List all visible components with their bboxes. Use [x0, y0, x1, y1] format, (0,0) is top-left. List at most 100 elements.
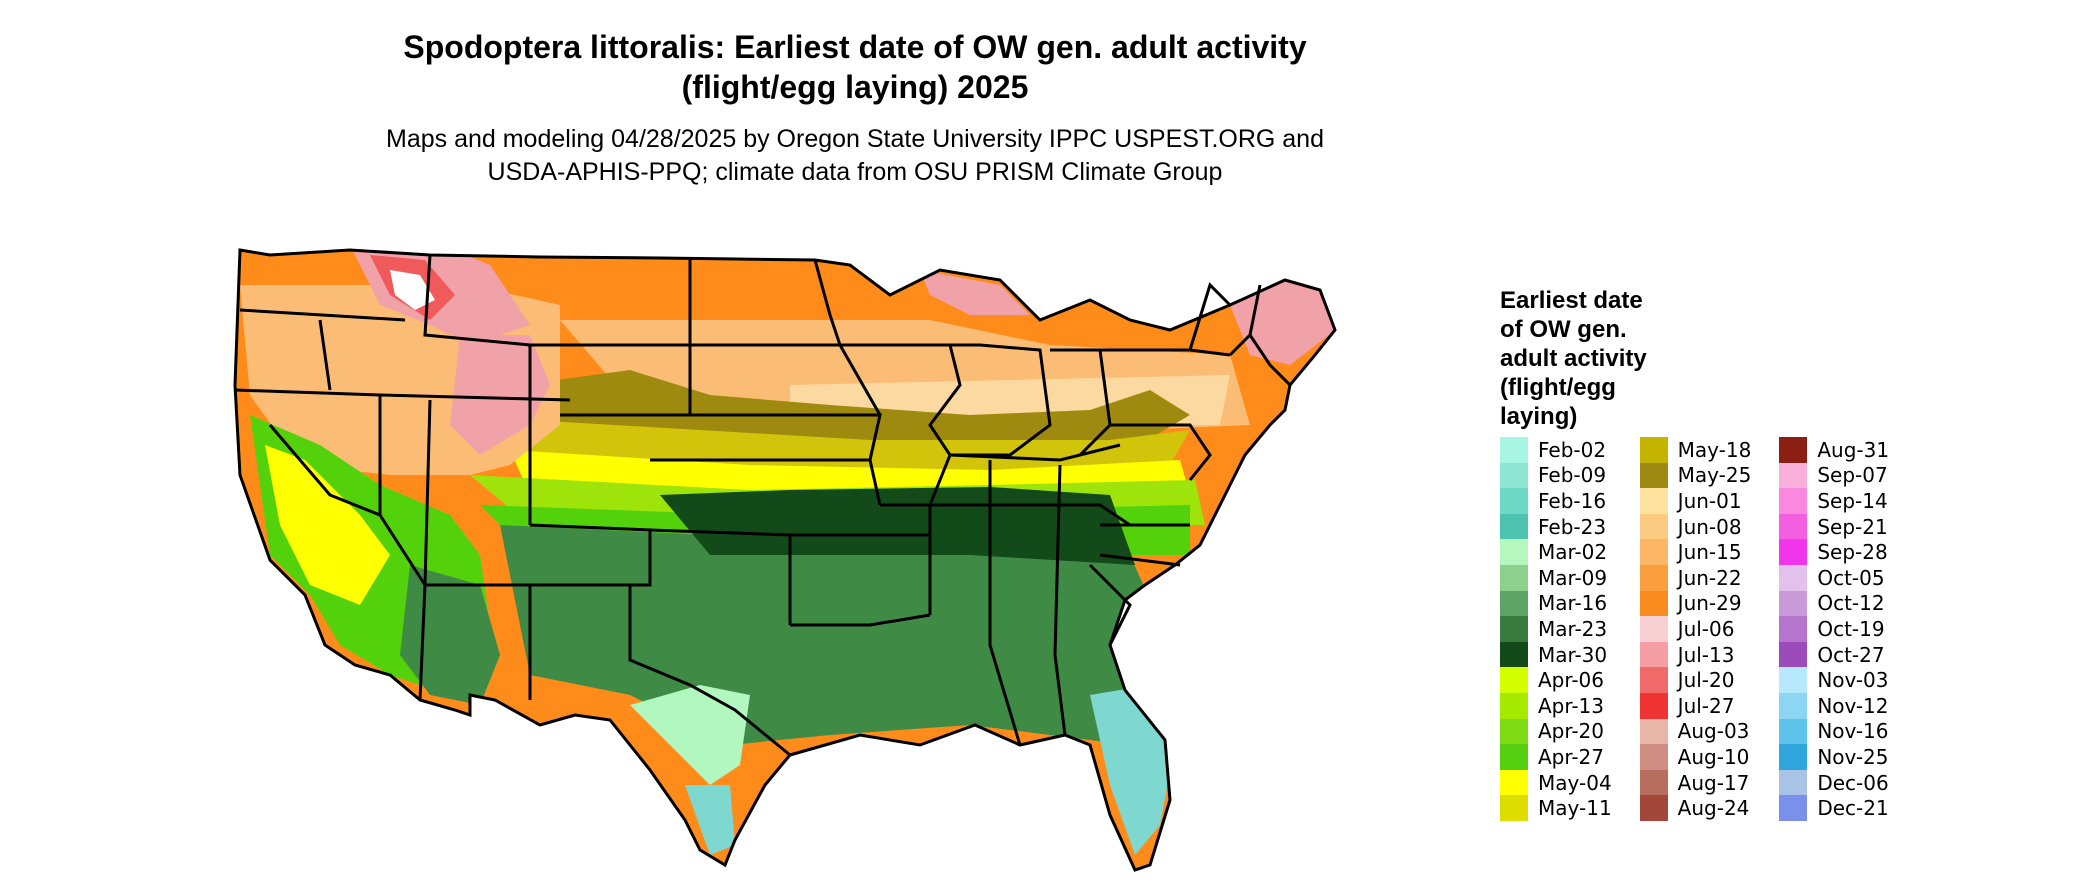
legend-item: Nov-25: [1779, 744, 1889, 770]
legend-swatch: [1779, 795, 1808, 821]
map-region-west-yellow: [265, 445, 390, 605]
legend-label: Sep-21: [1817, 514, 1888, 539]
legend-item: Aug-31: [1779, 437, 1889, 463]
legend-swatch: [1500, 590, 1528, 617]
legend-swatch: [1779, 513, 1808, 540]
legend-label: Feb-02: [1538, 437, 1607, 462]
legend-item: Apr-27: [1500, 744, 1612, 770]
legend-swatch: [1779, 692, 1808, 719]
legend-label: Mar-02: [1538, 540, 1608, 565]
legend-item: Feb-02: [1500, 437, 1612, 463]
legend-column: May-18 May-25 Jun-01 Jun-08 Jun-15 Jun-22 Jun-…: [1639, 437, 1752, 821]
legend-swatch: [1779, 488, 1808, 514]
legend-label: Aug-17: [1677, 770, 1750, 795]
legend-item: Oct-05: [1779, 564, 1889, 591]
legend-swatch: [1639, 616, 1668, 642]
legend-swatch: [1639, 564, 1668, 591]
legend-label: Mar-16: [1538, 591, 1608, 616]
map-subtitle-line-2: USDA-APHIS-PPQ; climate data from OSU PR…: [487, 158, 1223, 186]
legend-swatch: [1500, 718, 1528, 745]
legend-swatch: [1500, 769, 1528, 796]
legend-item: Jun-08: [1639, 513, 1752, 540]
legend-swatch: [1639, 744, 1668, 770]
state-boundaries: [233, 248, 1337, 872]
legend-label: Apr-13: [1538, 693, 1604, 718]
legend-label: Feb-23: [1538, 514, 1607, 539]
legend-label: Mar-30: [1538, 642, 1608, 667]
legend-label: May-25: [1677, 463, 1752, 488]
legend-label: Sep-07: [1817, 463, 1888, 488]
legend-swatch: [1779, 744, 1808, 770]
legend-swatch: [1639, 667, 1668, 693]
legend-swatch: [1639, 539, 1668, 565]
legend-label: Aug-03: [1677, 719, 1750, 744]
map-region-great-lakes-pink: [920, 270, 1030, 315]
legend-item: Feb-09: [1500, 462, 1612, 489]
legend-label: Jun-01: [1677, 488, 1742, 513]
legend-label: Feb-09: [1538, 463, 1607, 488]
legend-item: Sep-07: [1779, 462, 1889, 489]
legend-title-line-2: of OW gen.: [1500, 316, 1627, 343]
legend-item: Apr-06: [1500, 667, 1612, 693]
legend-label: Dec-21: [1817, 796, 1889, 821]
legend-swatch: [1639, 795, 1668, 821]
map-title-line-2: (flight/egg laying) 2025: [681, 69, 1029, 105]
map-region-rockies-pink: [450, 335, 550, 455]
legend-swatch: [1500, 513, 1528, 540]
legend-column: Feb-02 Feb-09 Feb-16 Feb-23 Mar-02 Mar-09 Mar-…: [1500, 437, 1612, 821]
legend-label: Oct-05: [1817, 565, 1885, 590]
legend-item: Feb-16: [1500, 488, 1612, 514]
map-subtitle-line-1: Maps and modeling 04/28/2025 by Oregon S…: [386, 125, 1324, 153]
us-phenology-map: [233, 248, 1337, 872]
legend-label: May-18: [1677, 437, 1752, 462]
legend-item: Nov-03: [1779, 667, 1889, 693]
legend-swatch: [1500, 462, 1528, 489]
legend-item: Dec-06: [1779, 769, 1889, 796]
legend-label: Jun-22: [1677, 565, 1742, 590]
legend-title-line-4: (flight/egg: [1500, 374, 1616, 401]
legend-label: Mar-09: [1538, 565, 1608, 590]
legend-item: May-25: [1639, 462, 1752, 489]
legend-swatch: [1500, 616, 1528, 642]
legend-swatch: [1500, 641, 1528, 668]
map-region-no-activity-white: [390, 270, 435, 310]
legend-label: Aug-31: [1817, 437, 1890, 462]
legend-label: May-04: [1538, 770, 1612, 795]
legend-item: Mar-02: [1500, 539, 1612, 565]
legend-item: Oct-19: [1779, 616, 1889, 642]
legend-swatch: [1639, 692, 1668, 719]
legend-item: Sep-14: [1779, 488, 1889, 514]
legend-label: Dec-06: [1817, 770, 1889, 795]
legend-label: Jul-13: [1677, 642, 1735, 667]
legend-swatch: [1779, 462, 1808, 489]
legend-label: Nov-12: [1817, 693, 1889, 718]
legend-swatch: [1779, 437, 1808, 463]
legend-swatch: [1639, 590, 1668, 617]
legend-item: Apr-13: [1500, 692, 1612, 719]
legend-item: Feb-23: [1500, 513, 1612, 540]
legend-swatch: [1500, 795, 1528, 821]
legend-title-line-1: Earliest date: [1500, 287, 1643, 314]
legend-label: Jun-08: [1677, 514, 1742, 539]
legend-label: Apr-27: [1538, 744, 1604, 769]
legend-label: Jul-06: [1677, 616, 1735, 641]
legend-item: Jul-20: [1639, 667, 1752, 693]
legend-swatch: [1779, 616, 1808, 642]
legend-swatch: [1639, 462, 1668, 489]
legend-swatch: [1639, 513, 1668, 540]
legend-label: Sep-28: [1817, 540, 1888, 565]
legend-swatch: [1639, 437, 1668, 463]
legend-item: Jun-01: [1639, 488, 1752, 514]
legend-item: Mar-16: [1500, 590, 1612, 617]
legend-title-line-3: adult activity: [1500, 345, 1647, 372]
legend-swatch: [1500, 744, 1528, 770]
legend-item: Aug-03: [1639, 718, 1752, 745]
legend-label: Apr-06: [1538, 668, 1604, 693]
legend-label: Nov-03: [1817, 668, 1889, 693]
legend-item: Jun-15: [1639, 539, 1752, 565]
legend-swatch: [1779, 590, 1808, 617]
legend-label: Feb-16: [1538, 488, 1607, 513]
legend-label: Jun-15: [1677, 540, 1742, 565]
map-region-pale-green: [630, 685, 750, 785]
legend-item: Oct-12: [1779, 590, 1889, 617]
